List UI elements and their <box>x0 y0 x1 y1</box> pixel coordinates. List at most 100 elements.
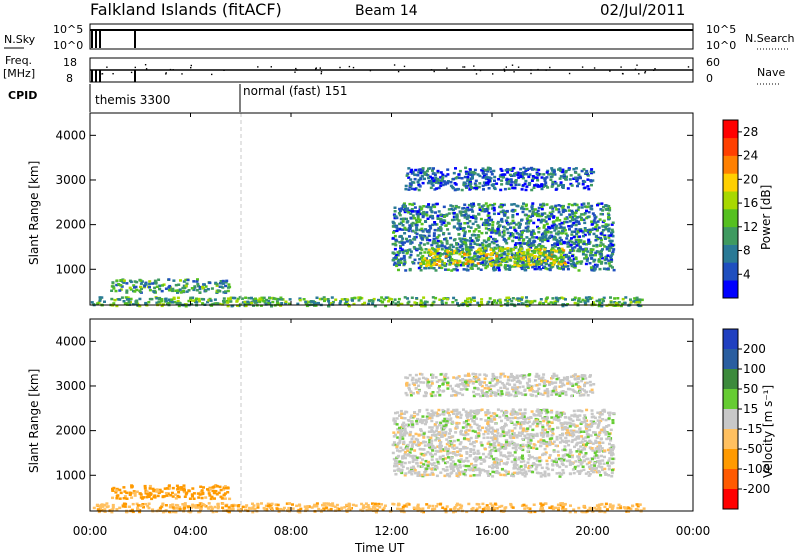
heatmap-cell <box>519 465 523 468</box>
heatmap-cell <box>595 299 599 303</box>
heatmap-cell <box>548 235 552 238</box>
heatmap-cell <box>568 425 572 428</box>
heatmap-cell <box>438 442 442 446</box>
heatmap-cell <box>595 436 599 439</box>
heatmap-cell <box>411 454 415 458</box>
heatmap-cell <box>502 237 506 241</box>
heatmap-cell <box>572 249 576 252</box>
heatmap-cell <box>425 264 429 268</box>
heatmap-cell <box>487 385 491 389</box>
heatmap-cell <box>496 227 500 231</box>
heatmap-cell <box>113 298 117 302</box>
heatmap-cell <box>399 258 403 262</box>
heatmap-cell <box>491 223 495 227</box>
heatmap-cell <box>500 426 504 429</box>
nave-label: Nave <box>757 66 785 79</box>
heatmap-cell <box>523 263 526 267</box>
heatmap-cell <box>487 223 491 227</box>
heatmap-cell <box>480 231 484 235</box>
heatmap-cell <box>555 463 559 466</box>
heatmap-cell <box>458 449 462 453</box>
heatmap-cell <box>123 302 127 305</box>
heatmap-cell <box>578 428 582 431</box>
heatmap-cell <box>554 444 558 447</box>
heatmap-cell <box>483 447 487 451</box>
heatmap-cell <box>119 279 123 282</box>
heatmap-cell <box>219 285 223 288</box>
heatmap-cell <box>457 385 461 388</box>
heatmap-cell <box>538 214 542 218</box>
heatmap-cell <box>449 261 453 265</box>
heatmap-cell <box>433 446 437 449</box>
heatmap-cell <box>402 256 406 260</box>
heatmap-cell <box>600 301 604 305</box>
heatmap-cell <box>359 297 362 300</box>
heatmap-cell <box>595 265 599 268</box>
heatmap-cell <box>533 255 537 258</box>
heatmap-cell <box>527 175 531 179</box>
heatmap-cell <box>583 205 587 208</box>
heatmap-cell <box>473 234 477 237</box>
heatmap-cell <box>458 471 461 474</box>
heatmap-cell <box>563 415 567 419</box>
heatmap-cell <box>521 254 525 257</box>
nave-point <box>315 68 317 70</box>
heatmap-cell <box>430 247 434 250</box>
heatmap-cell <box>590 220 594 223</box>
heatmap-cell <box>253 301 257 304</box>
heatmap-cell <box>480 408 484 411</box>
heatmap-cell <box>469 243 473 247</box>
heatmap-cell <box>215 284 219 287</box>
colorbar-swatch <box>723 226 738 245</box>
heatmap-cell <box>408 224 412 227</box>
heatmap-cell <box>585 430 588 433</box>
heatmap-cell <box>599 262 603 265</box>
heatmap-cell <box>543 179 547 182</box>
heatmap-cell <box>461 237 465 241</box>
heatmap-cell <box>545 441 548 444</box>
heatmap-cell <box>462 227 466 230</box>
heatmap-cell <box>578 260 582 264</box>
heatmap-cell <box>228 297 232 301</box>
heatmap-cell <box>577 457 581 460</box>
nave-point <box>169 68 172 71</box>
heatmap-cell <box>581 437 585 440</box>
heatmap-cell <box>433 452 437 456</box>
heatmap-cell <box>482 181 486 184</box>
heatmap-cell <box>465 248 468 251</box>
heatmap-cell <box>420 222 424 226</box>
heatmap-cell <box>543 470 547 473</box>
heatmap-cell <box>538 463 542 467</box>
heatmap-cell <box>433 221 437 224</box>
heatmap-cell <box>524 259 528 263</box>
heatmap-cell <box>419 262 423 265</box>
heatmap-cell <box>415 218 418 222</box>
heatmap-cell <box>463 470 467 473</box>
heatmap-cell <box>602 219 606 223</box>
heatmap-cell <box>458 252 462 256</box>
heatmap-cell <box>538 410 542 413</box>
heatmap-cell <box>505 180 509 183</box>
heatmap-cell <box>536 463 540 467</box>
heatmap-cell <box>416 472 420 475</box>
heatmap-cell <box>522 207 526 211</box>
heatmap-cell <box>427 229 431 232</box>
heatmap-cell <box>424 419 428 422</box>
heatmap-cell <box>547 427 551 430</box>
heatmap-cell <box>543 447 547 451</box>
heatmap-cell <box>490 240 494 244</box>
heatmap-cell <box>557 419 561 422</box>
heatmap-cell <box>485 244 488 247</box>
heatmap-cell <box>567 255 571 258</box>
heatmap-cell <box>459 239 463 243</box>
heatmap-cell <box>158 284 162 287</box>
heatmap-cell <box>506 171 510 174</box>
heatmap-cell <box>493 229 497 232</box>
nave-point <box>475 73 478 75</box>
heatmap-cell <box>424 220 428 223</box>
heatmap-cell <box>423 171 427 174</box>
heatmap-cell <box>540 213 544 216</box>
heatmap-cell <box>577 460 581 464</box>
heatmap-cell <box>129 297 133 301</box>
heatmap-cell <box>100 296 104 299</box>
